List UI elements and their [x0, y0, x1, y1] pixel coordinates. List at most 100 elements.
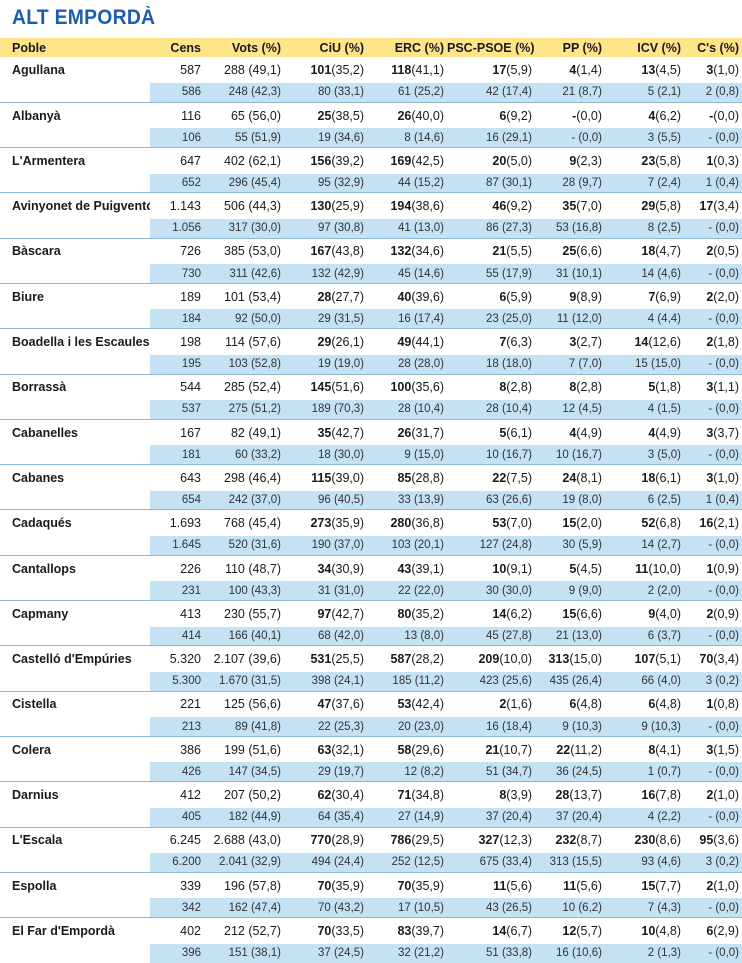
prev-cell-cs: - (0,0) [684, 807, 742, 828]
prev-cell-cs: - (0,0) [684, 535, 742, 556]
blank-cell [0, 309, 150, 328]
prev-cell-cs: - (0,0) [684, 898, 742, 918]
cell-cs: 3(1,0) [706, 63, 739, 77]
prev-cell-pp: 10 (16,7) [535, 445, 605, 465]
cell-icv: 11(10,0) [605, 554, 684, 582]
cell-ciu: 70(33,5) [284, 917, 367, 944]
prev-cell-cs: 2 (0,8) [684, 83, 742, 103]
table-row: Bàscara 726 385 (53,0) 167(43,8) 132(34,6) 21… [0, 237, 742, 265]
prev-cell-ciu: 132 (42,9) [284, 264, 367, 284]
cell-vots: 207 (50,2) [204, 781, 284, 808]
prev-cell-cens: 6.200 [150, 853, 204, 873]
prev-cell-pp: 37 (20,4) [535, 807, 605, 828]
prev-cell-ciu: 189 (70,3) [284, 400, 367, 420]
prev-cell-psc: 45 (27,8) [447, 626, 535, 646]
prev-cell-erc: 32 (21,2) [367, 943, 447, 963]
cell-cens: 221 [150, 690, 204, 718]
table-row-previous: 537 275 (51,2) 189 (70,3) 28 (10,4) 28 (10,4… [0, 400, 742, 420]
blank-cell [0, 491, 150, 510]
prev-cell-psc: 63 (26,6) [447, 490, 535, 510]
header-ciu: CiU (%) [319, 40, 364, 55]
cell-cens: 402 [150, 917, 204, 944]
prev-cell-ciu: 494 (24,4) [284, 853, 367, 873]
cell-psc: 46(9,2) [447, 192, 535, 219]
cell-psc: 17(5,9) [492, 63, 532, 77]
prev-cell-cens: 195 [150, 354, 204, 375]
prev-cell-cens: 231 [150, 581, 204, 601]
municipality-name: Espolla [0, 871, 150, 899]
cell-cs: 3(1,0) [684, 464, 742, 491]
cell-pp: 4(1,4) [569, 63, 602, 77]
cell-cens: 189 [150, 282, 204, 310]
table-row-previous: 184 92 (50,0) 29 (31,5) 16 (17,4) 23 (25,0) 1… [0, 309, 742, 329]
blank-cell [0, 853, 150, 872]
cell-ciu: 34(30,9) [284, 554, 367, 582]
cell-vots: 2.107 (39,6) [204, 645, 284, 672]
prev-cell-ciu: 95 (32,9) [284, 173, 367, 193]
prev-cell-pp: 31 (10,1) [535, 264, 605, 284]
prev-cell-vots: 55 (51,9) [204, 128, 284, 148]
cell-cs: 2(1,0) [684, 781, 742, 808]
cell-cens: 226 [150, 554, 204, 582]
table-row-previous: 426 147 (34,5) 29 (19,7) 12 (8,2) 51 (34,7) 3… [0, 762, 742, 782]
cell-vots: 768 (45,4) [204, 509, 284, 536]
prev-cell-pp: 16 (10,6) [535, 943, 605, 963]
cell-cs: 1(0,8) [684, 690, 742, 718]
cell-ciu: 97(42,7) [284, 600, 367, 627]
cell-pp: -(0,0) [535, 101, 605, 129]
cell-psc: 14(6,7) [447, 917, 535, 944]
cell-pp: 35(7,0) [535, 192, 605, 219]
cell-ciu: 70(35,9) [284, 871, 367, 899]
prev-cell-cens: 426 [150, 762, 204, 782]
cell-erc: 587(28,2) [367, 645, 447, 672]
prev-cell-erc: 61 (25,2) [367, 83, 447, 103]
prev-cell-psc: 16 (18,4) [447, 717, 535, 737]
cell-icv: 10(4,8) [605, 917, 684, 944]
prev-cell-vots: 317 (30,0) [204, 218, 284, 239]
municipality-name: Capmany [0, 600, 150, 627]
cell-pp: 24(8,1) [535, 464, 605, 491]
cell-ciu: 101(35,2) [310, 63, 364, 77]
blank-cell [0, 672, 150, 691]
cell-psc: 14(6,2) [447, 600, 535, 627]
prev-cell-cens: 1.056 [150, 218, 204, 239]
prev-cell-pp: 19 (8,0) [535, 490, 605, 510]
cell-ciu: 156(39,2) [284, 147, 367, 174]
table-row: Colera 386 199 (51,6) 63(32,1) 58(29,6) 21(10… [0, 735, 742, 763]
cell-erc: 194(38,6) [367, 192, 447, 219]
cell-vots: 385 (53,0) [204, 237, 284, 265]
prev-cell-cs: - (0,0) [684, 445, 742, 465]
cell-vots: 285 (52,4) [204, 373, 284, 401]
table-row-previous: 213 89 (41,8) 22 (25,3) 20 (23,0) 16 (18,4) 9… [0, 717, 742, 737]
cell-vots: 114 (57,6) [204, 328, 284, 355]
municipality-name: Biure [0, 282, 150, 310]
cell-vots: 125 (56,6) [204, 690, 284, 718]
prev-cell-vots: 520 (31,6) [204, 535, 284, 556]
prev-cell-icv: 5 (2,1) [605, 83, 684, 103]
cell-psc: 6(5,9) [447, 282, 535, 310]
cell-icv: 52(6,8) [605, 509, 684, 536]
cell-erc: 53(42,4) [367, 690, 447, 718]
cell-pp: 4(4,9) [535, 418, 605, 446]
blank-cell [0, 355, 150, 374]
cell-vots: 199 (51,6) [204, 735, 284, 763]
prev-cell-icv: 3 (5,5) [605, 128, 684, 148]
prev-cell-erc: 41 (13,0) [367, 218, 447, 239]
blank-cell [0, 627, 150, 646]
prev-cell-pp: 9 (9,0) [535, 581, 605, 601]
prev-cell-cs: - (0,0) [684, 128, 742, 148]
cell-cens: 643 [150, 464, 204, 491]
header-cs: C's (%) [697, 40, 739, 55]
prev-cell-cs: - (0,0) [684, 581, 742, 601]
table-row: Darnius 412 207 (50,2) 62(30,4) 71(34,8) 8(3,… [0, 781, 742, 808]
cell-erc: 83(39,7) [367, 917, 447, 944]
prev-cell-cens: 181 [150, 445, 204, 465]
table-body: Agullana 587 288 (49,1) 101(35,2) 118(41,1) 1… [0, 57, 742, 963]
cell-ciu: 25(38,5) [284, 101, 367, 129]
blank-cell [0, 581, 150, 600]
cell-cens: 413 [150, 600, 204, 627]
prev-cell-erc: 8 (14,6) [367, 128, 447, 148]
cell-ciu: 130(25,9) [284, 192, 367, 219]
municipality-name: Darnius [0, 781, 150, 808]
prev-cell-cs: 3 (0,2) [684, 853, 742, 873]
